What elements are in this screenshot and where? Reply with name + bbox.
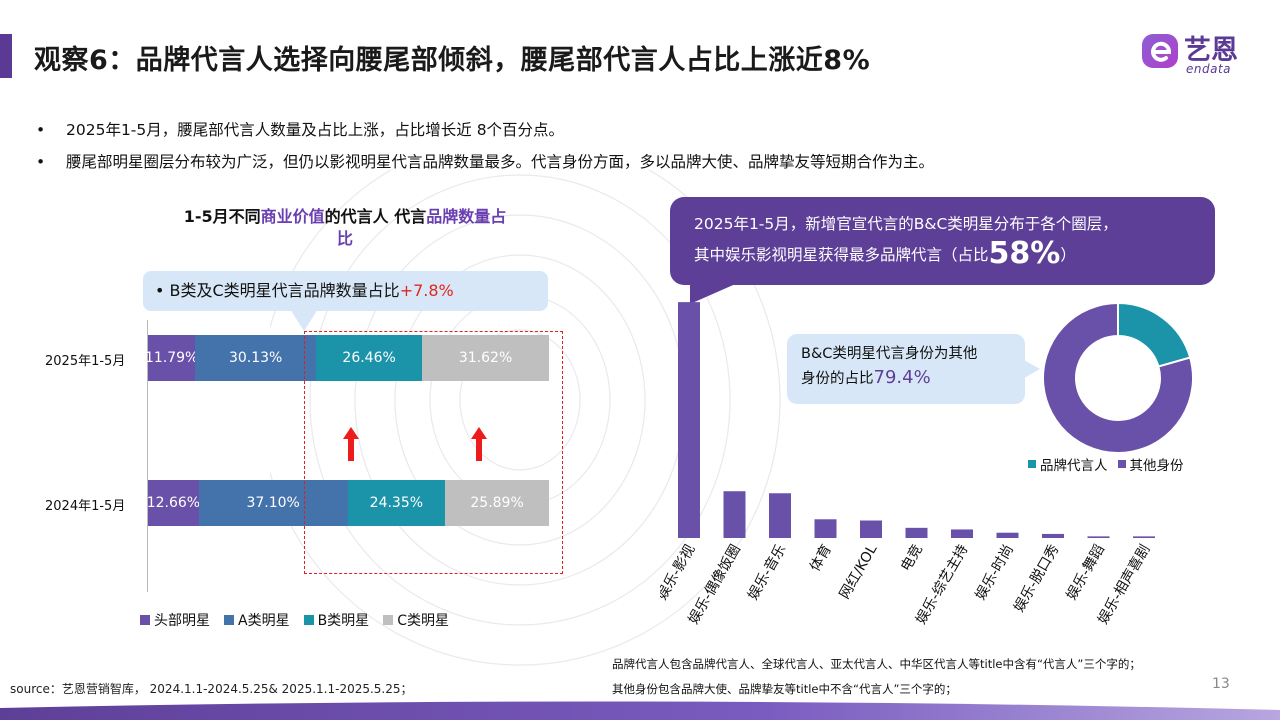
bullet-item: 2025年1-5月，腰尾部代言人数量及占比上涨，占比增长近 8个百分点。 <box>36 118 934 150</box>
column-bar <box>860 520 882 538</box>
donut-chart <box>1042 301 1194 454</box>
column-tick-label: 娱乐-脱口秀 <box>1011 542 1062 615</box>
callout-value: +7.8% <box>399 281 454 300</box>
source-note: source：艺恩营销智库， 2024.1.1-2024.5.25& 2025.… <box>10 682 413 696</box>
segment-callout-pointer <box>690 282 740 304</box>
title-accent-bar <box>0 34 12 78</box>
stacked-bar-row: 11.79% 30.13% 26.46% 31.62% <box>145 335 549 381</box>
left-chart-title: 1-5月不同商业价值的代言人 代言品牌数量占比 <box>140 206 550 250</box>
bar-segment: 11.79% <box>145 335 198 381</box>
bullet-item: 腰尾部明星圈层分布较为广泛，但仍以影视明星代言品牌数量最多。代言身份方面，多以品… <box>36 150 934 182</box>
segment-callout-big-number: 58% <box>988 236 1061 271</box>
column-tick-label: 网红/KOL <box>837 542 881 602</box>
identity-callout-line2: 身份的占比79.4% <box>801 366 1025 391</box>
bar-segment: 12.66% <box>147 480 200 526</box>
legend-swatch <box>224 615 234 625</box>
callout-text: B类及C类明星代言品牌数量占比 <box>169 281 400 300</box>
legend-label: 品牌代言人 <box>1040 458 1108 474</box>
bottom-decoration <box>0 701 1280 720</box>
bar-row-label: 2024年1-5月 <box>45 499 126 514</box>
up-arrow-icon <box>471 427 487 461</box>
legend-item: B类明星 <box>303 610 370 630</box>
column-bar <box>996 532 1019 538</box>
bar-segment: 30.13% <box>195 335 317 381</box>
bar-segment: 31.62% <box>422 335 549 381</box>
highlight-dashed-box <box>304 331 563 574</box>
callout-pointer <box>290 309 318 331</box>
legend-swatch <box>303 615 314 625</box>
logo-chinese-text: 艺恩 <box>1184 35 1238 66</box>
segment-callout-line1: 2025年1-5月，新增官宣代言的B&C类明星分布于各个圈层， <box>694 215 1118 233</box>
column-tick-label: 娱乐-影视 <box>660 542 698 603</box>
identity-callout-value: 79.4% <box>873 367 931 388</box>
column-tick-label: 娱乐-舞蹈 <box>1064 542 1108 603</box>
column-bar <box>1133 536 1155 538</box>
column-tick-label: 电竞 <box>897 542 926 575</box>
legend-label: 头部明星 <box>154 613 210 629</box>
column-bar <box>1042 533 1064 538</box>
page-title: 观察6：品牌代言人选择向腰尾部倾斜，腰尾部代言人占比上涨近8% <box>34 45 871 76</box>
stacked-bar-legend: 头部明星 A类明星 B类明星 C类明星 <box>140 610 449 630</box>
legend-item: 头部明星 <box>140 610 210 630</box>
identity-callout: B&C类明星代言身份为其他 身份的占比79.4% <box>787 334 1025 404</box>
legend-label: A类明星 <box>238 613 290 629</box>
footnote: 品牌代言人包含品牌代言人、全球代言人、亚太代言人、中华区代言人等title中含有… <box>612 657 1141 671</box>
donut-slice <box>1117 301 1192 368</box>
left-title-highlight: 比 <box>336 229 353 248</box>
left-title-highlight: 商业价值 <box>260 207 325 226</box>
legend-swatch <box>1117 460 1126 468</box>
summary-bullets: 2025年1-5月，腰尾部代言人数量及占比上涨，占比增长近 8个百分点。 腰尾部… <box>36 118 934 182</box>
bar-row-label: 2025年1-5月 <box>45 354 126 369</box>
identity-callout-pointer <box>1024 360 1040 378</box>
up-arrow-icon <box>343 427 359 461</box>
page-number: 13 <box>1212 676 1230 692</box>
segment-callout-text: 其中娱乐影视明星获得最多品牌代言（占比 <box>694 246 989 264</box>
legend-item: C类明星 <box>383 610 449 630</box>
legend-item: 其他身份 <box>1117 454 1184 474</box>
bar-segment: 37.10% <box>198 480 348 526</box>
footnote: 其他身份包含品牌大使、品牌挚友等title中不含“代言人”三个字的； <box>612 682 957 696</box>
left-title-highlight: 品牌数量占 <box>426 207 507 226</box>
segment-callout-line2: 其中娱乐影视明星获得最多品牌代言（占比58%） <box>694 239 1215 270</box>
endata-logo-icon <box>1142 34 1178 68</box>
bar-segment: 25.89% <box>445 480 549 526</box>
bc-share-callout: • B类及C类明星代言品牌数量占比+7.8% <box>143 271 548 311</box>
legend-label: 其他身份 <box>1129 458 1184 474</box>
legend-swatch <box>1028 460 1036 468</box>
donut-legend: 品牌代言人 其他身份 <box>1028 454 1184 474</box>
segment-callout: 2025年1-5月，新增官宣代言的B&C类明星分布于各个圈层， 其中娱乐影视明星… <box>670 197 1215 285</box>
column-tick-label: 娱乐-时尚 <box>973 542 1017 603</box>
bar-segment: 26.46% <box>316 335 423 381</box>
left-title-part: 1-5月不同 <box>183 207 261 226</box>
bar-segment: 24.35% <box>347 480 446 526</box>
bar-chart-axis <box>147 320 148 592</box>
legend-item: A类明星 <box>224 610 290 630</box>
segment-callout-end: ） <box>1060 246 1076 264</box>
brand-logo: 艺恩 endata <box>1140 28 1250 78</box>
left-title-part: 的代言人 代言 <box>324 207 427 226</box>
stacked-bar-row: 12.66% 37.10% 24.35% 25.89% <box>147 480 549 526</box>
column-bar <box>769 493 791 538</box>
legend-label: B类明星 <box>317 613 370 629</box>
identity-callout-line1: B&C类明星代言身份为其他 <box>801 346 978 362</box>
column-bar <box>814 519 837 538</box>
footnotes: 品牌代言人包含品牌代言人、全球代言人、亚太代言人、中华区代言人等title中含有… <box>612 652 1141 702</box>
identity-callout-text: 身份的占比 <box>801 371 874 387</box>
column-bar <box>678 302 700 538</box>
legend-swatch <box>383 615 394 625</box>
column-bar <box>1087 536 1110 538</box>
column-tick-label: 娱乐-音乐 <box>744 542 789 603</box>
column-bar <box>951 529 973 538</box>
legend-item: 品牌代言人 <box>1028 454 1108 474</box>
legend-label: C类明星 <box>397 613 449 629</box>
legend-swatch <box>140 615 150 625</box>
donut-slice <box>1042 301 1194 454</box>
column-tick-label: 体育 <box>807 542 835 574</box>
column-bar <box>905 527 928 538</box>
column-bar <box>723 491 746 538</box>
logo-english-text: endata <box>1186 62 1232 76</box>
